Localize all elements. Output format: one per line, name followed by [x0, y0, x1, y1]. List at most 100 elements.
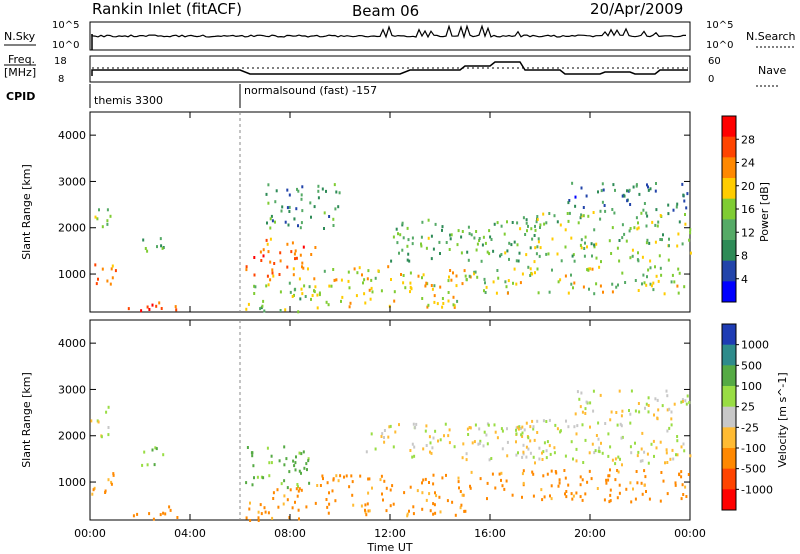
heatmap-cell [510, 243, 513, 247]
heatmap-cell [655, 182, 657, 185]
heatmap-cell [459, 490, 462, 493]
colorbar-swatch [722, 281, 736, 303]
heatmap-cell [351, 480, 354, 484]
heatmap-cell [646, 275, 648, 279]
heatmap-cell [483, 289, 485, 293]
heatmap-cell [356, 271, 359, 275]
heatmap-cell [657, 279, 660, 283]
heatmap-cell [630, 389, 633, 393]
heatmap-cell [328, 502, 331, 506]
y-tick-label: 2000 [58, 222, 86, 235]
heatmap-cell [655, 274, 658, 278]
heatmap-cell [370, 432, 373, 436]
heatmap-cell [321, 474, 324, 478]
heatmap-cell [685, 402, 688, 406]
heatmap-cell [457, 476, 460, 480]
heatmap-cell [467, 225, 470, 229]
nave-label: Nave [758, 64, 786, 77]
heatmap-cell [309, 201, 312, 205]
heatmap-cell [398, 423, 400, 427]
nsky-panel [89, 21, 691, 51]
heatmap-cell [566, 212, 569, 215]
heatmap-cell [420, 242, 422, 246]
heatmap-cell [470, 233, 473, 237]
heatmap-cell [290, 250, 293, 254]
heatmap-cell [534, 271, 536, 275]
heatmap-cell [652, 439, 655, 443]
heatmap-cell [432, 473, 435, 477]
heatmap-cell [465, 452, 468, 456]
heatmap-cell [618, 239, 621, 242]
heatmap-cell [546, 440, 549, 444]
heatmap-cell [148, 308, 151, 311]
heatmap-cell [473, 440, 476, 444]
heatmap-cell [411, 236, 414, 240]
heatmap-cell [286, 206, 289, 210]
heatmap-cell [492, 280, 495, 284]
heatmap-cell [332, 217, 335, 221]
heatmap-cell [581, 478, 584, 482]
heatmap-cell [486, 250, 489, 254]
colorbar-swatch [722, 406, 736, 428]
heatmap-cell [421, 276, 423, 280]
heatmap-cell [110, 267, 113, 271]
heatmap-cell [392, 502, 395, 506]
heatmap-cell [451, 500, 454, 504]
heatmap-cell [574, 195, 577, 199]
heatmap-cell [401, 221, 404, 225]
colorbar-swatch [722, 260, 736, 282]
heatmap-cell [641, 282, 643, 286]
heatmap-cell [632, 487, 634, 491]
heatmap-cell [654, 240, 657, 244]
heatmap-cell [398, 251, 400, 255]
heatmap-cell [300, 488, 303, 492]
heatmap-cell [444, 422, 447, 426]
heatmap-cell [559, 429, 562, 433]
heatmap-cell [660, 273, 663, 277]
heatmap-cell [283, 479, 286, 483]
heatmap-cell [370, 286, 373, 290]
heatmap-cell [688, 238, 691, 242]
heatmap-cell [283, 445, 286, 449]
heatmap-cell [643, 469, 646, 473]
colorbar-tick-label: -1000 [741, 483, 773, 496]
heatmap-cell [94, 215, 97, 219]
heatmap-cell [579, 483, 582, 487]
heatmap-cell [367, 269, 370, 273]
cpid-label: CPID [6, 90, 35, 103]
heatmap-cell [461, 230, 464, 233]
heatmap-cell [545, 252, 548, 256]
heatmap-cell [297, 508, 300, 512]
heatmap-cell [574, 412, 577, 416]
heatmap-cell [314, 501, 317, 505]
heatmap-cell [318, 293, 321, 297]
heatmap-cell [548, 418, 551, 422]
heatmap-cell [367, 491, 370, 495]
heatmap-cell [666, 394, 669, 398]
heatmap-cell [656, 224, 659, 228]
heatmap-cell [647, 396, 650, 400]
heatmap-cell [284, 220, 287, 224]
heatmap-cell [408, 259, 411, 263]
heatmap-cell [532, 427, 535, 431]
heatmap-cell [288, 470, 291, 474]
heatmap-cell [643, 202, 646, 205]
heatmap-cell [563, 469, 566, 472]
heatmap-cell [668, 237, 670, 241]
x-tick-label: 12:00 [374, 527, 406, 540]
heatmap-cell [686, 394, 689, 398]
nave-tick-top: 60 [708, 56, 721, 67]
heatmap-cell [584, 407, 587, 411]
heatmap-cell [467, 258, 470, 262]
heatmap-cell [466, 250, 469, 254]
colorbar-swatch [722, 157, 736, 179]
heatmap-cell [98, 208, 100, 212]
heatmap-cell [442, 302, 445, 305]
heatmap-cell [478, 237, 481, 240]
heatmap-cell [602, 290, 604, 294]
heatmap-cell [681, 400, 684, 403]
heatmap-cell [598, 450, 601, 454]
nsearch-tick-bottom: 10^0 [706, 40, 733, 51]
heatmap-cell [536, 419, 539, 423]
heatmap-region [141, 446, 165, 467]
